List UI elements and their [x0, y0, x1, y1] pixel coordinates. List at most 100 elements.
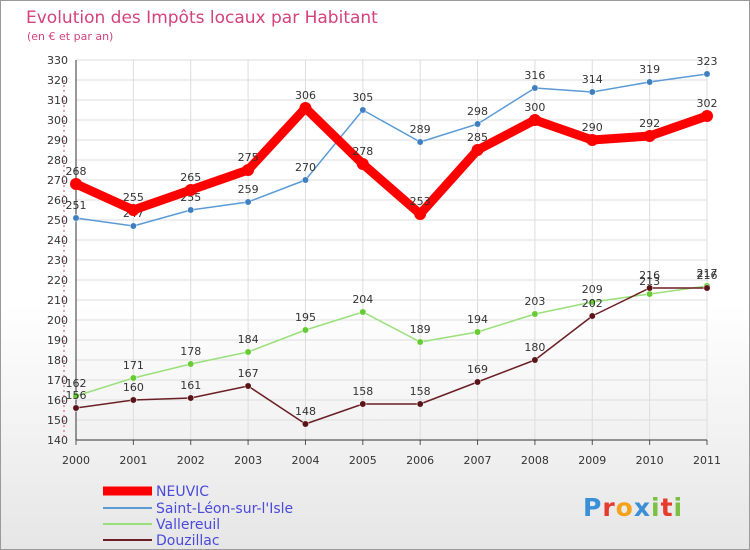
data-point [703, 70, 711, 78]
data-point [703, 284, 711, 292]
x-tick-label: 2011 [693, 454, 721, 467]
data-point [359, 106, 367, 114]
y-tick-label: 220 [47, 274, 68, 287]
data-label: 169 [467, 363, 488, 376]
plot-area: 1401501601701801902002102202302402502602… [47, 54, 721, 467]
data-label: 253 [410, 195, 431, 208]
data-label: 161 [180, 379, 201, 392]
data-point [474, 120, 481, 128]
data-label: 306 [295, 89, 316, 102]
y-tick-label: 210 [47, 294, 68, 307]
data-point [588, 298, 596, 306]
data-point [588, 312, 596, 320]
y-tick-label: 330 [47, 54, 68, 67]
data-label: 203 [524, 295, 545, 308]
data-label: 300 [524, 101, 545, 114]
x-tick-label: 2010 [636, 454, 664, 467]
x-tick-label: 2003 [234, 454, 262, 467]
data-label: 316 [524, 69, 545, 82]
data-label: 184 [238, 333, 259, 346]
data-point [242, 164, 255, 176]
data-point [356, 158, 369, 170]
data-point [302, 176, 309, 184]
data-point [586, 134, 599, 146]
x-tick-label: 2009 [578, 454, 606, 467]
data-point [531, 310, 539, 318]
x-tick-label: 2004 [291, 454, 319, 467]
data-label: 158 [410, 385, 431, 398]
data-point [416, 338, 424, 346]
series-line [75, 73, 708, 227]
data-label: 278 [352, 145, 373, 158]
data-label: 209 [582, 283, 603, 296]
data-point [187, 206, 195, 214]
data-label: 213 [639, 275, 660, 288]
data-label: 270 [295, 161, 316, 174]
y-tick-label: 200 [47, 314, 68, 327]
data-label: 305 [352, 91, 373, 104]
data-label: 314 [582, 73, 603, 86]
data-label: 195 [295, 311, 316, 324]
data-label: 275 [238, 151, 259, 164]
data-point [588, 88, 596, 96]
data-label: 319 [639, 63, 660, 76]
data-point [127, 204, 140, 216]
data-point [416, 400, 424, 408]
data-label: 255 [123, 191, 144, 204]
legend: NEUVICSaint-Léon-sur-l'IsleVallereuilDou… [103, 484, 293, 549]
data-point [359, 400, 367, 408]
data-point [184, 184, 197, 196]
series-line [75, 287, 708, 425]
data-point [416, 138, 424, 146]
series-line [75, 285, 708, 397]
data-label: 160 [123, 381, 144, 394]
data-label: 302 [697, 97, 718, 110]
data-point [701, 110, 713, 122]
legend-label: Douzillac [156, 533, 220, 549]
x-tick-label: 2002 [177, 454, 205, 467]
data-label: 216 [639, 269, 660, 282]
y-tick-label: 300 [47, 114, 68, 127]
data-label: 290 [582, 121, 603, 134]
y-tick-label: 190 [47, 334, 68, 347]
data-point [72, 404, 80, 412]
x-tick-label: 2006 [406, 454, 434, 467]
data-label: 216 [697, 269, 718, 282]
data-label: 289 [410, 123, 431, 136]
legend-label: NEUVIC [156, 484, 209, 500]
chart-title: Evolution des Impôts locaux par Habitant [26, 8, 378, 28]
data-label: 171 [123, 359, 144, 372]
y-tick-label: 260 [47, 194, 68, 207]
x-tick-label: 2001 [119, 454, 147, 467]
data-label: 156 [66, 389, 87, 402]
data-point [244, 382, 252, 390]
data-label: 292 [639, 117, 660, 130]
y-tick-label: 310 [47, 94, 68, 107]
data-point [129, 374, 137, 382]
data-label: 178 [180, 345, 201, 358]
chart-subtitle: (en € et par an) [27, 30, 113, 43]
data-point [70, 178, 82, 190]
data-label: 162 [66, 377, 87, 390]
data-label: 265 [180, 171, 201, 184]
data-label: 202 [582, 297, 603, 310]
data-point [302, 326, 309, 334]
data-point [244, 198, 252, 206]
data-label: 194 [467, 313, 488, 326]
data-point [646, 290, 654, 298]
data-point [646, 284, 654, 292]
data-label: 217 [697, 267, 718, 280]
y-tick-label: 230 [47, 254, 68, 267]
data-point [414, 208, 427, 220]
data-point [244, 348, 252, 356]
data-point [72, 214, 80, 222]
data-label: 251 [66, 199, 87, 212]
data-point [471, 144, 484, 156]
y-tick-label: 240 [47, 234, 68, 247]
y-tick-label: 140 [47, 434, 68, 447]
data-label: 268 [66, 165, 87, 178]
y-tick-label: 320 [47, 74, 68, 87]
data-label: 148 [295, 405, 316, 418]
y-tick-label: 280 [47, 154, 68, 167]
data-point [528, 114, 541, 126]
